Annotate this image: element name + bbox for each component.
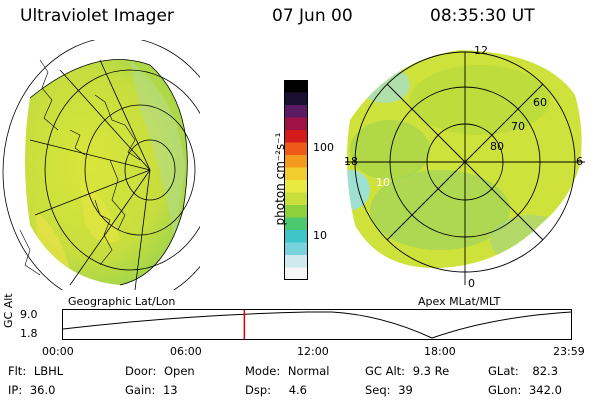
colorbar-stripe [284,205,308,218]
timeline-xtick-0: 00:00 [42,345,74,358]
colorbar-stripe [284,242,308,256]
dsp-label: Dsp: [245,383,272,397]
dsp-field: Dsp: 4.6 [245,383,307,397]
right-panel-label: Apex MLat/MLT [418,295,501,308]
door-field: Door: Open [125,364,195,378]
timeline-ytick-low: 1.8 [20,327,38,340]
flt-label: Flt: [8,364,27,378]
glon-field: GLon: 342.0 [488,383,562,397]
seq-value: 39 [398,383,413,397]
mlat-label-80: 80 [490,140,504,153]
colorbar-stripe [284,255,308,268]
mode-label: Mode: [245,364,281,378]
date-label: 07 Jun 00 [272,6,353,26]
colorbar-stripe [284,230,308,243]
orbit-timeline [62,309,572,340]
instrument-title: Ultraviolet Imager [20,6,174,26]
colorbar-stripe [284,192,308,206]
colorbar-stripe [284,180,308,193]
colorbar-stripe [284,80,308,93]
colorbar-stripe [284,167,308,181]
colorbar-stripe [284,217,308,231]
mlat-label-60: 60 [533,96,547,109]
gc-alt-value: 9.3 Re [412,364,450,378]
glon-value: 342.0 [528,383,562,397]
gc-alt-label: GC Alt: [365,364,406,378]
gain-field: Gain: 13 [125,383,178,397]
mlat-label-70: 70 [511,120,525,133]
colorbar-stripe [284,92,308,106]
timeline-xtick-1: 06:00 [170,345,202,358]
gc-alt-field: GC Alt: 9.3 Re [365,364,449,378]
colorbar-unit-label: photon cm⁻²s⁻¹ [273,132,287,226]
colorbar-stripe [284,130,308,143]
mlt-label-12: 12 [474,44,488,57]
mlat-label-10: 10 [376,176,390,189]
ip-field: IP: 36.0 [8,383,55,397]
glon-label: GLon: [488,383,522,397]
timeline-xtick-2: 12:00 [297,345,329,358]
colorbar-stripe [284,267,308,280]
seq-field: Seq: 39 [365,383,413,397]
glat-field: GLat: 82.3 [488,364,558,378]
mode-value: Normal [287,364,330,378]
flt-value: LBHL [33,364,64,378]
timeline-ytick-high: 9.0 [20,308,38,321]
door-label: Door: [125,364,157,378]
colorbar-tick-100: 100 [313,141,334,154]
left-panel-label: Geographic Lat/Lon [68,295,176,308]
colorbar-stripe [284,105,308,118]
flt-field: Flt: LBHL [8,364,63,378]
glat-value: 82.3 [532,364,559,378]
colorbar [284,80,308,280]
geographic-image [2,40,200,290]
colorbar-stripe [284,142,308,156]
colorbar-tick-10: 10 [313,229,327,242]
gain-label: Gain: [125,383,156,397]
ip-value: 36.0 [29,383,56,397]
dsp-value: 4.6 [288,383,307,397]
timeline-xtick-4: 23:59 [553,345,585,358]
door-value: Open [163,364,195,378]
mlt-label-6: 6 [576,155,583,168]
glat-label: GLat: [488,364,519,378]
colorbar-stripe [284,117,308,131]
mlt-label-18: 18 [344,155,358,168]
time-label: 08:35:30 UT [430,6,535,26]
colorbar-stripe [284,155,308,168]
timeline-y-label: GC Alt [2,293,15,328]
mode-field: Mode: Normal [245,364,329,378]
seq-label: Seq: [365,383,391,397]
timeline-xtick-3: 18:00 [424,345,456,358]
mlt-label-0: 0 [468,277,475,290]
polar-mlat-mlt-plot [345,50,585,285]
ip-label: IP: [8,383,23,397]
gain-value: 13 [162,383,178,397]
